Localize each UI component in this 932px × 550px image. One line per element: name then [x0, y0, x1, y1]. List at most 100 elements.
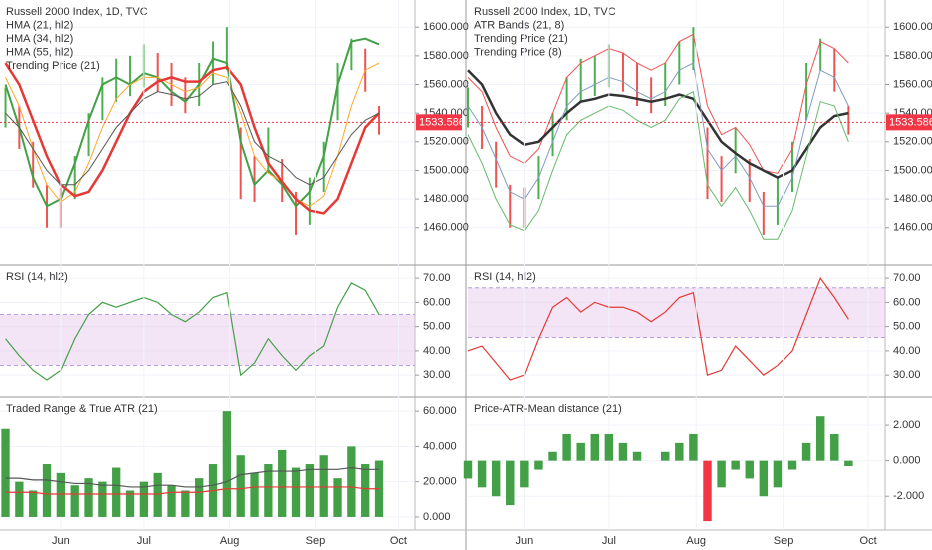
y-tick-label: 1480.000: [423, 193, 469, 205]
line-series: [5, 81, 380, 186]
y-tick-label: 1460.000: [423, 222, 469, 234]
y-tick-label: 30.00: [423, 369, 451, 381]
y-tick-label: 70.00: [423, 272, 451, 284]
line-series: [5, 486, 380, 495]
x-tick-label: Jun: [52, 535, 70, 547]
y-tick-label: 1520.000: [893, 136, 932, 148]
bar: [844, 460, 853, 466]
bar: [333, 478, 342, 517]
line-series: [5, 62, 380, 207]
y-tick-label: 1560.000: [423, 78, 469, 90]
bar: [347, 446, 356, 517]
bar: [112, 467, 121, 517]
line-series: [467, 276, 849, 381]
bar: [167, 485, 176, 517]
bar: [801, 442, 811, 461]
x-tick-label: Oct: [860, 535, 877, 547]
y-tick-label: 40.00: [893, 345, 921, 357]
legend-entry: HMA (55, hl2): [6, 46, 73, 58]
y-tick-label: -2.000: [893, 490, 924, 502]
y-tick-label: 50.00: [423, 321, 451, 333]
legend-entry: Russell 2000 Index, 1D, TVC: [6, 6, 148, 18]
y-tick-label: 2.000: [893, 419, 921, 431]
bar: [56, 472, 66, 517]
bar: [604, 433, 614, 461]
y-tick-label: 1480.000: [893, 193, 932, 205]
line-series: [4, 62, 380, 215]
bar: [689, 433, 698, 461]
y-tick-label: 0.000: [893, 455, 921, 467]
bar: [222, 411, 232, 517]
bar: [661, 451, 670, 461]
x-tick-label: Jul: [602, 535, 616, 547]
line-series: [467, 62, 849, 207]
bar: [139, 481, 149, 517]
legend-entry: HMA (21, hl2): [6, 19, 73, 31]
bar: [590, 433, 600, 461]
bar: [98, 481, 107, 517]
legend-entry: Russell 2000 Index, 1D, TVC: [474, 6, 616, 18]
bar: [305, 464, 315, 517]
x-tick-label: Aug: [220, 535, 240, 547]
x-tick-label: Sep: [306, 535, 326, 547]
x-tick-label: Jun: [515, 535, 533, 547]
bar: [361, 464, 370, 517]
bar: [787, 460, 797, 470]
y-tick-label: 40.000: [423, 440, 457, 452]
bar: [520, 460, 529, 488]
y-tick-label: 30.00: [893, 369, 921, 381]
y-tick-label: 60.00: [893, 296, 921, 308]
y-tick-label: 0.000: [423, 511, 451, 523]
bar: [830, 433, 839, 461]
last-price-box: [886, 114, 932, 131]
bar: [745, 460, 754, 479]
y-tick-label: 1600.000: [893, 21, 932, 33]
bar: [731, 460, 740, 470]
pane-title: RSI (14, hl2): [474, 271, 536, 283]
y-tick-label: 1580.000: [423, 50, 469, 62]
bar: [618, 442, 628, 461]
bar: [278, 449, 287, 517]
bar: [632, 451, 642, 461]
bar: [1, 428, 10, 517]
x-tick-label: Sep: [774, 535, 794, 547]
bar: [236, 455, 245, 517]
rsi-band: [0, 314, 415, 366]
y-tick-label: 50.00: [893, 321, 921, 333]
bar: [319, 455, 328, 517]
legend-entry: Trending Price (8): [474, 46, 562, 58]
bar: [29, 490, 38, 517]
bar: [195, 478, 204, 517]
bar: [815, 416, 825, 461]
line-series: [5, 466, 380, 488]
bar: [125, 490, 135, 517]
bar: [70, 485, 79, 517]
x-tick-label: Oct: [390, 535, 407, 547]
y-tick-label: 40.00: [423, 345, 451, 357]
pane-title: RSI (14, hl2): [6, 271, 68, 283]
bar: [15, 481, 24, 517]
bar: [477, 460, 487, 488]
y-tick-label: 1520.000: [423, 136, 469, 148]
y-tick-label: 60.00: [423, 296, 451, 308]
last-price-label: 1533.586: [419, 116, 465, 128]
bar: [84, 478, 93, 517]
y-tick-label: 20.000: [423, 476, 457, 488]
bar: [181, 490, 190, 517]
bar: [675, 442, 684, 461]
y-tick-label: 70.00: [893, 272, 921, 284]
bar: [717, 460, 726, 488]
bar: [491, 460, 501, 497]
bar: [562, 433, 571, 461]
line-series: [467, 69, 849, 180]
y-tick-label: 60.000: [423, 405, 457, 417]
bar: [264, 464, 273, 517]
x-tick-label: Aug: [686, 535, 706, 547]
y-tick-label: 1500.000: [893, 164, 932, 176]
y-tick-label: 1600.000: [423, 21, 469, 33]
y-tick-label: 1500.000: [423, 164, 469, 176]
bar: [773, 460, 783, 488]
bar: [291, 467, 301, 517]
bar: [548, 451, 557, 461]
